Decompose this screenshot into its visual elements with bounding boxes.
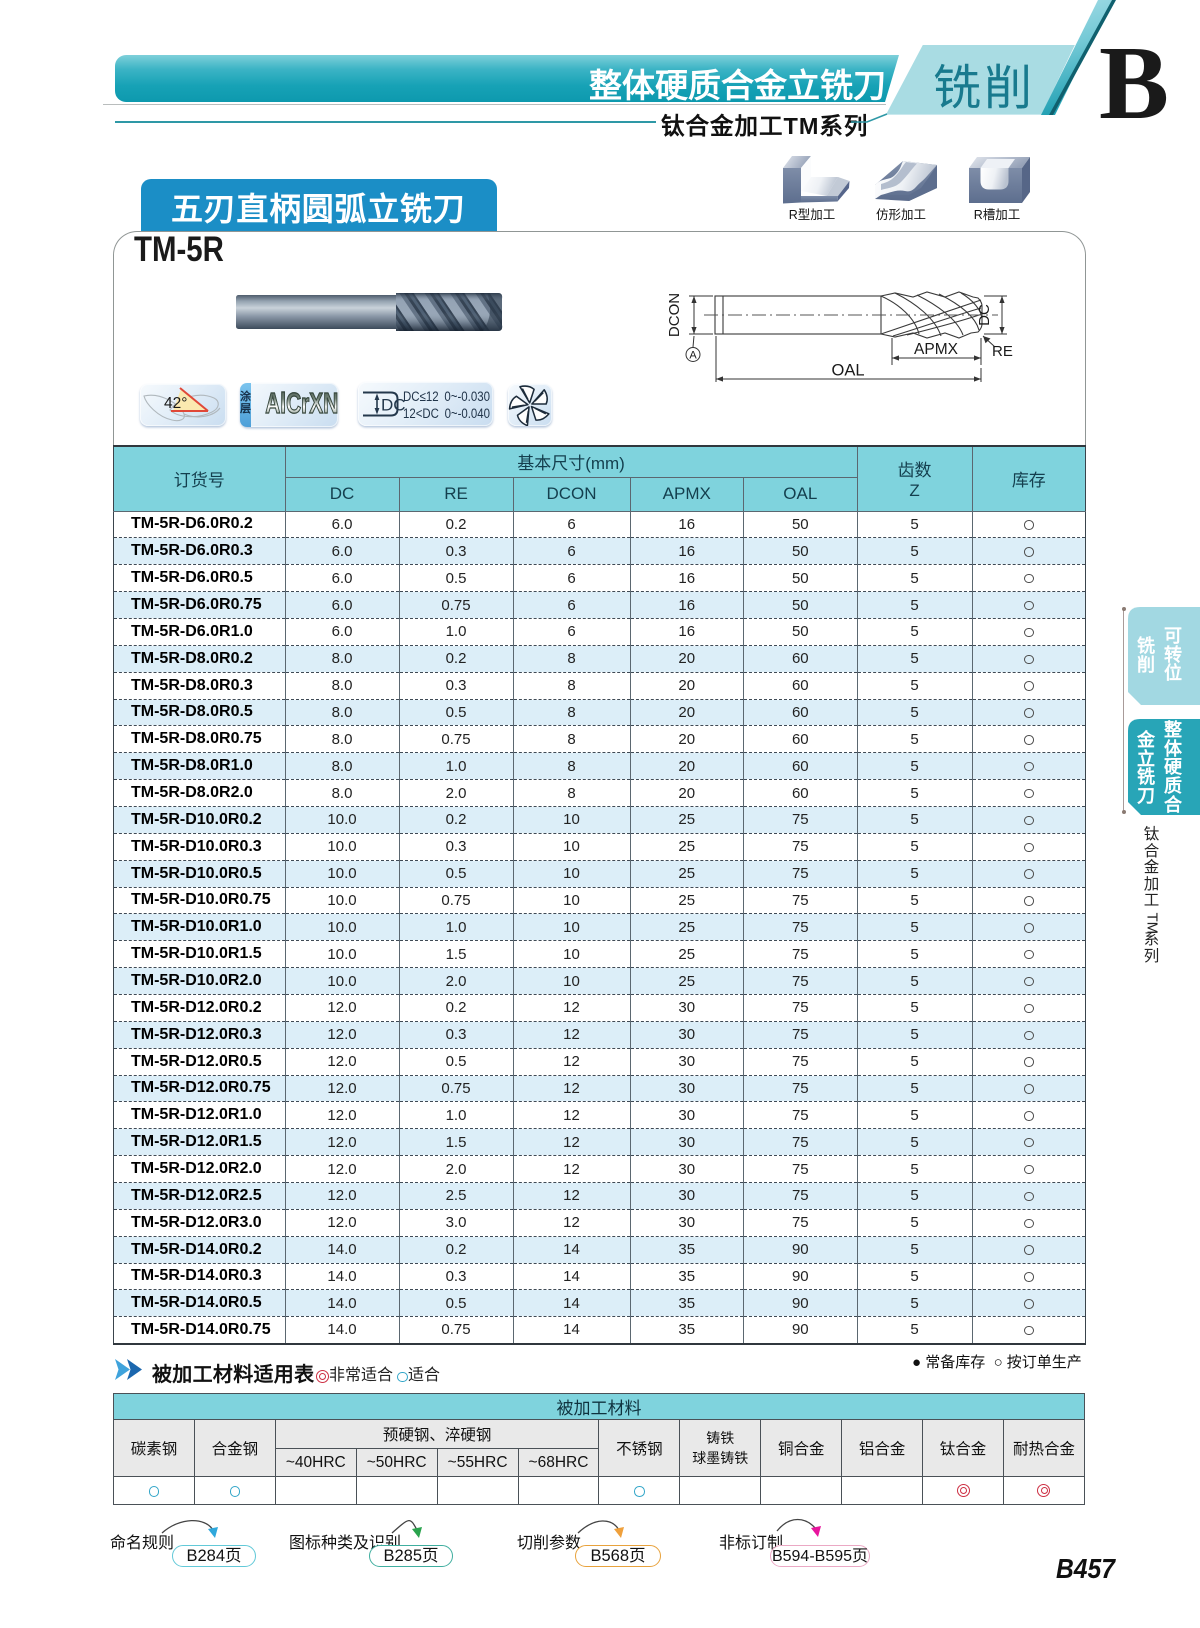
svg-text:APMX: APMX xyxy=(914,341,959,358)
svg-text:RE: RE xyxy=(992,343,1013,360)
svg-text:仿形加工: 仿形加工 xyxy=(876,208,926,222)
svg-text:DC: DC xyxy=(976,304,993,326)
svg-text:A: A xyxy=(689,350,697,362)
svg-text:R型加工: R型加工 xyxy=(789,208,836,222)
svg-text:DC: DC xyxy=(381,396,406,415)
svg-text:R槽加工: R槽加工 xyxy=(974,208,1021,222)
svg-text:OAL: OAL xyxy=(831,362,864,380)
svg-text:DC≤12 0~-0.030: DC≤12 0~-0.030 xyxy=(403,389,490,404)
svg-text:DCON: DCON xyxy=(666,293,683,337)
svg-text:42°: 42° xyxy=(164,395,187,412)
svg-text:12<DC 0~-0.040: 12<DC 0~-0.040 xyxy=(403,406,490,421)
